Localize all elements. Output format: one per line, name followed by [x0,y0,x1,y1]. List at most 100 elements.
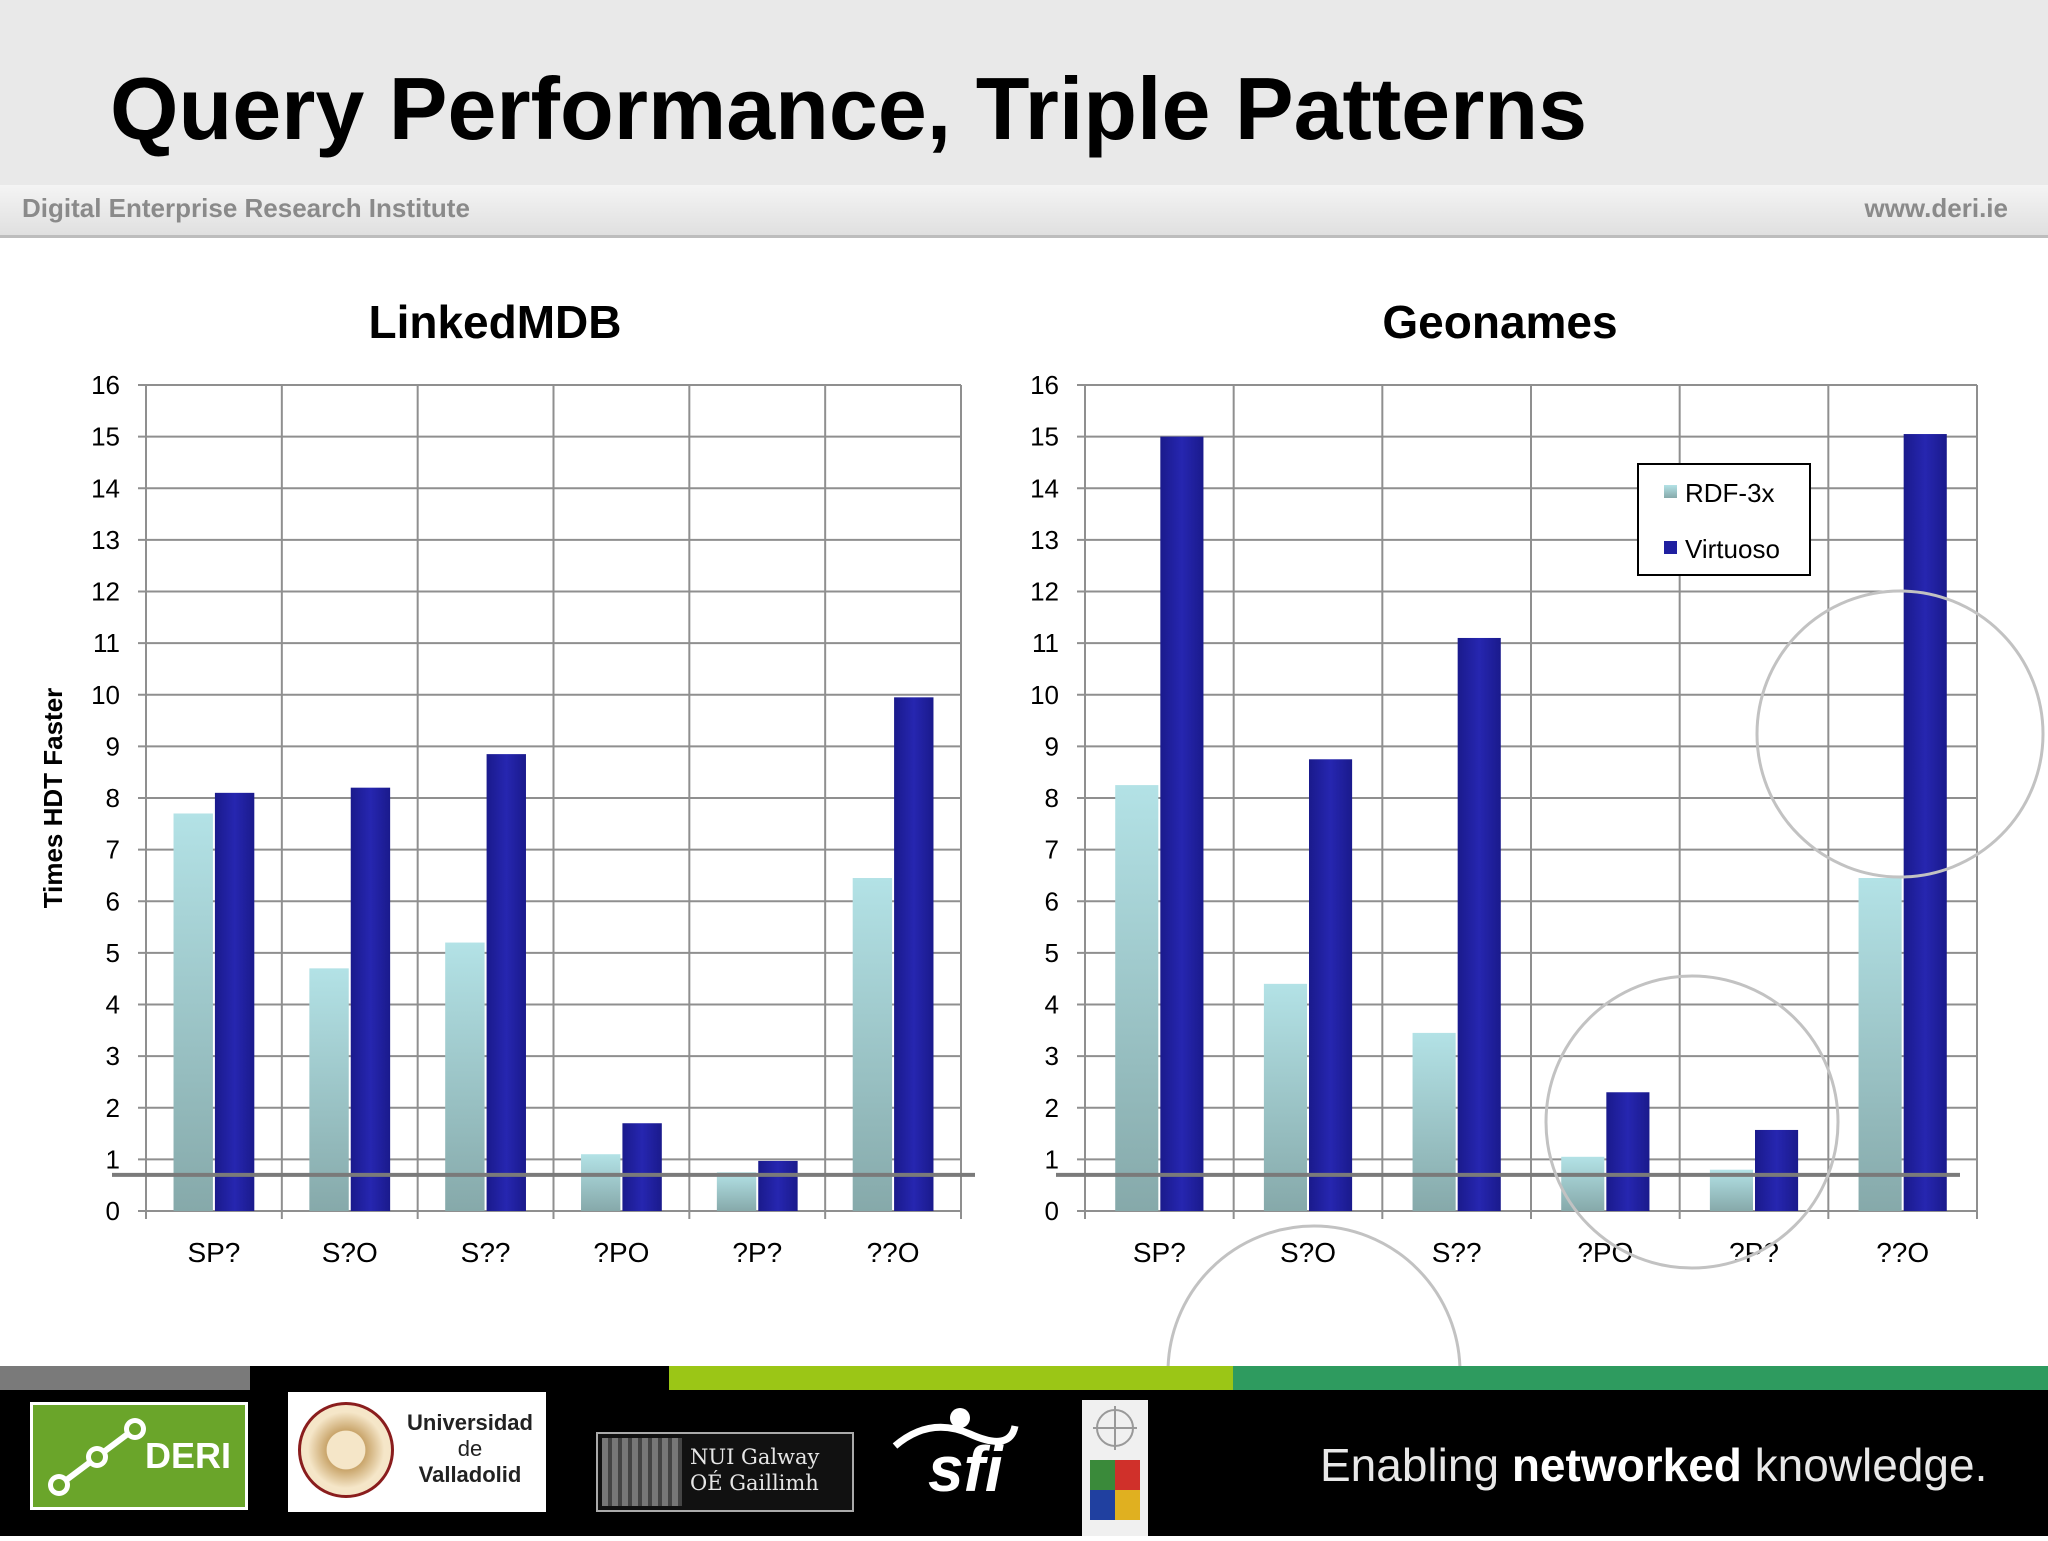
x-tick-label: SP? [187,1237,240,1268]
x-tick-label: ?PO [593,1237,649,1268]
y-tick-label: 12 [1030,577,1059,607]
sfi-logo: sfi [890,1406,1020,1516]
valladolid-logo: Universidad de Valladolid [288,1392,546,1512]
university-crest-logo [1082,1400,1148,1536]
legend-label-virtuoso: Virtuoso [1685,534,1780,564]
tower-icon [602,1438,682,1506]
y-tick-label: 15 [1030,422,1059,452]
y-tick-label: 16 [91,370,120,400]
nui-galway-logo: NUI Galway OÉ Gaillimh [596,1432,854,1512]
x-tick-label: S?? [1432,1237,1482,1268]
y-tick-label: 11 [1032,628,1059,658]
footer-bar: DERI Universidad de Valladolid NUI Galwa… [0,1366,2048,1536]
bar-rdf3x [1115,785,1159,1211]
y-tick-label: 8 [106,783,120,813]
y-tick-label: 13 [1030,525,1059,555]
bar-rdf3x [852,878,893,1211]
y-tick-label: 4 [1045,990,1059,1020]
legend-swatch-virtuoso [1664,541,1677,554]
y-tick-label: 0 [106,1196,120,1226]
bar-virtuoso [1606,1092,1650,1211]
bar-virtuoso [214,792,255,1211]
bar-rdf3x [1858,878,1902,1211]
bar-rdf3x [1263,983,1307,1211]
x-tick-label: SP? [1133,1237,1186,1268]
y-tick-label: 10 [91,680,120,710]
nui-galway-logo-text: NUI Galway OÉ Gaillimh [690,1445,820,1495]
y-tick-label: 6 [1045,886,1059,916]
y-tick-label: 16 [1030,370,1059,400]
y-tick-label: 5 [106,938,120,968]
footer-stripe-lime [669,1366,1233,1390]
highlight-circle [1544,974,1840,1270]
y-tick-label: 13 [91,525,120,555]
bar-virtuoso [894,697,934,1211]
legend-box [1637,463,1811,576]
sfi-swoosh-icon [892,1408,1019,1449]
bar-virtuoso [758,1160,798,1211]
y-axis-label: Times HDT Faster [38,688,68,909]
y-tick-label: 1 [106,1144,120,1174]
y-tick-label: 14 [91,473,120,503]
bar-rdf3x [309,968,349,1211]
bar-virtuoso [1755,1129,1799,1211]
footer-stripe-gray [0,1366,250,1390]
y-tick-label: 8 [1045,783,1059,813]
y-tick-label: 7 [1045,835,1059,865]
y-tick-label: 9 [106,731,120,761]
bar-virtuoso [622,1123,662,1211]
y-tick-label: 3 [1045,1041,1059,1071]
highlight-circle [1755,589,2045,879]
y-tick-label: 9 [1045,731,1059,761]
y-tick-label: 0 [1045,1196,1059,1226]
bar-rdf3x [173,813,213,1211]
y-tick-label: 15 [91,422,120,452]
x-tick-label: S?O [1280,1237,1336,1268]
org-name: Digital Enterprise Research Institute [22,193,470,223]
x-tick-label: ?P? [732,1237,782,1268]
institute-bar: Digital Enterprise Research Institute ww… [0,185,2048,238]
y-tick-label: 5 [1045,938,1059,968]
valladolid-logo-text: Universidad de Valladolid [407,1410,533,1487]
bar-virtuoso [1903,434,1947,1211]
footer-stripe-green [1233,1366,2048,1390]
legend-label-rdf3x: RDF-3x [1685,478,1775,508]
bar-virtuoso [1457,637,1501,1211]
bar-rdf3x [1561,1156,1605,1211]
y-tick-label: 12 [91,577,120,607]
y-tick-label: 7 [106,835,120,865]
chart-title: LinkedMDB [369,296,622,348]
highlight-circle [1166,1224,1462,1366]
deri-logo-text: DERI [144,1435,231,1476]
tagline: Enabling networked knowledge. [1320,1439,1988,1491]
annotation-circles [1166,589,2045,1366]
y-tick-label: 6 [106,886,120,916]
y-tick-label: 2 [106,1093,120,1123]
y-tick-label: 10 [1030,680,1059,710]
bar-virtuoso [350,787,391,1211]
crest-icon [1090,1406,1140,1520]
y-tick-label: 1 [1045,1144,1059,1174]
site-url: www.deri.ie [1864,193,2008,223]
x-tick-label: ??O [1876,1237,1929,1268]
y-tick-label: 3 [106,1041,120,1071]
legend-swatch-rdf3x [1664,485,1677,498]
x-tick-label: S?O [322,1237,378,1268]
bar-rdf3x [1412,1032,1456,1211]
bar-rdf3x [581,1154,621,1211]
y-tick-label: 4 [106,990,120,1020]
y-tick-label: 11 [93,628,120,658]
x-tick-label: ?P? [1729,1237,1779,1268]
x-tick-label: ??O [867,1237,920,1268]
bar-virtuoso [1309,759,1353,1211]
x-tick-label: S?? [461,1237,511,1268]
bar-rdf3x [445,942,485,1211]
y-tick-label: 2 [1045,1093,1059,1123]
chart-title: Geonames [1382,296,1617,348]
footer-stripe-black [250,1366,669,1390]
deri-logo: DERI [30,1402,248,1510]
university-seal-icon [298,1402,394,1498]
